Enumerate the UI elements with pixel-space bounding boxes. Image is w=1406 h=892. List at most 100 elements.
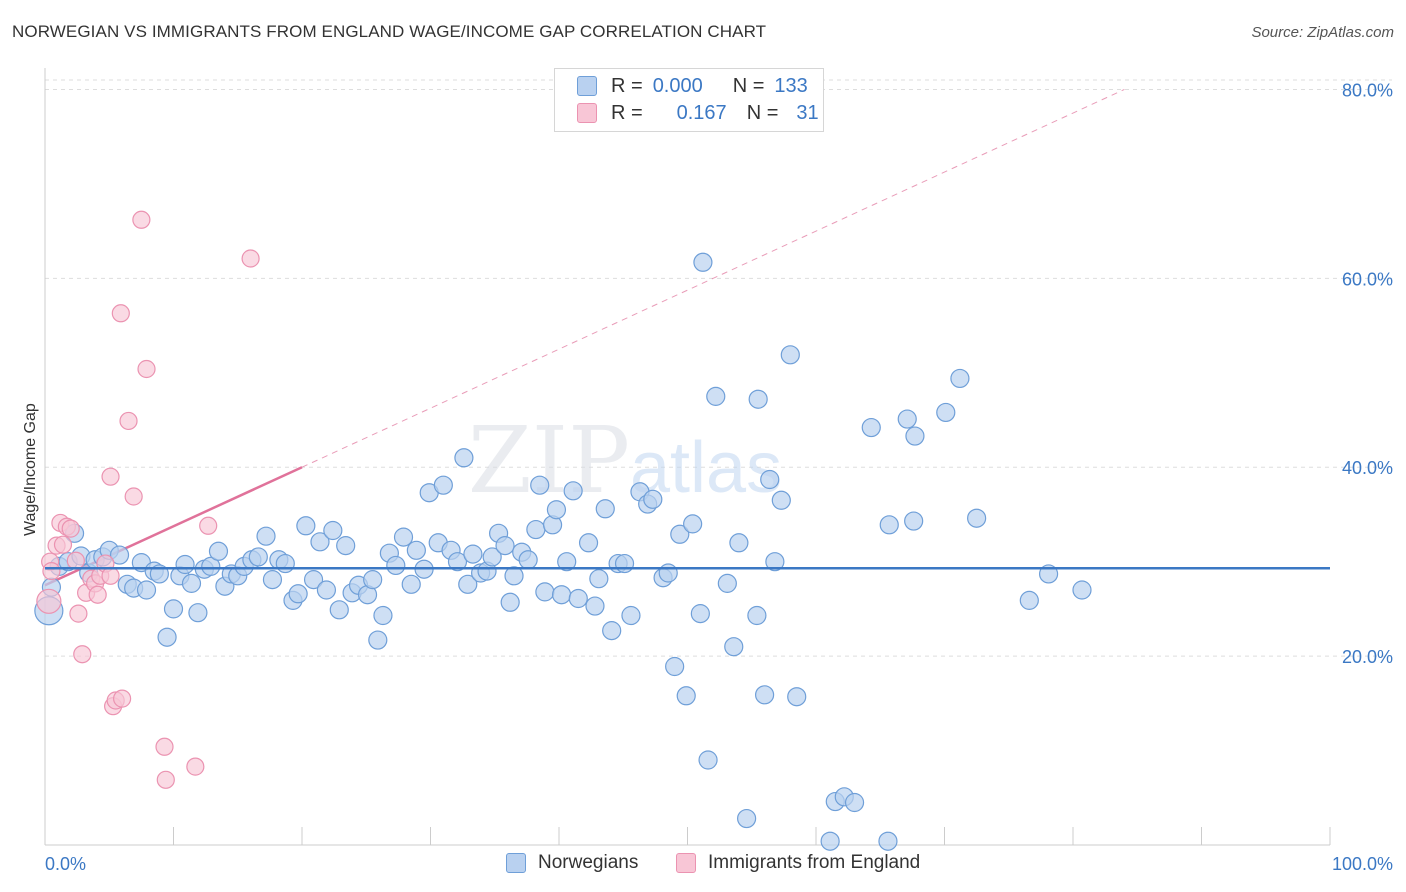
point-norwegians [406,540,426,560]
point-immigrants [132,210,151,229]
point-norwegians [737,808,757,829]
point-norwegians [535,582,555,602]
legend-label-norwegians: Norwegians [538,852,639,873]
point-norwegians [557,552,577,572]
point-norwegians [676,686,696,706]
point-norwegians [1072,580,1092,600]
point-norwegians [683,514,703,534]
point-norwegians [905,426,925,446]
point-norwegians [765,552,785,572]
point-norwegians [157,627,177,647]
r-label: R = [611,101,643,124]
point-norwegians [878,831,898,851]
stats-legend: R = 0.000 N = 133 R = 0.167 N = 31 [554,68,824,132]
point-norwegians [614,553,635,574]
point-norwegians [262,570,283,590]
point-immigrants [155,737,174,756]
point-norwegians [879,515,899,535]
point-norwegians [458,574,478,594]
point-norwegians [188,603,208,623]
point-norwegians [530,475,550,495]
point-immigrants [137,359,156,379]
stats-row-immigrants: R = 0.167 N = 31 [577,100,819,126]
point-norwegians [433,475,453,495]
point-norwegians [658,563,678,583]
point-norwegians [316,580,337,600]
y-tick-label: 20.0% [1342,647,1393,667]
point-norwegians [568,588,588,609]
x-tick-label: 100.0% [1332,854,1393,874]
point-norwegians [368,630,388,650]
point-immigrants [66,551,85,570]
point-norwegians [482,547,502,567]
point-norwegians [336,536,356,556]
point-norwegians [288,584,308,604]
point-norwegians [747,605,767,626]
point-norwegians [526,519,546,540]
point-norwegians [861,417,881,438]
point-immigrants [241,249,260,268]
point-norwegians [748,389,768,409]
points-immigrants [36,210,260,789]
point-norwegians [463,544,483,564]
point-immigrants [101,467,120,486]
point-norwegians [897,409,917,429]
point-norwegians [589,569,609,589]
y-axis-label: Wage/Income Gap [22,403,39,536]
trendline-immigrants-extension [301,88,1125,468]
point-norwegians [724,637,744,657]
point-norwegians [904,511,924,531]
point-immigrants [156,770,175,789]
point-norwegians [844,792,865,813]
legend-item-immigrants[interactable]: Immigrants from England [676,852,920,874]
point-norwegians [518,550,538,570]
swatch-blue [577,76,597,96]
point-norwegians [602,621,622,641]
point-immigrants [88,585,107,604]
point-norwegians [500,592,520,612]
point-immigrants [199,516,218,535]
point-norwegians [136,580,157,600]
point-norwegians [175,554,195,575]
point-norwegians [787,687,807,707]
point-norwegians [393,527,414,547]
legend-label-immigrants: Immigrants from England [708,852,921,873]
point-norwegians [690,604,710,624]
point-immigrants [186,757,205,776]
point-norwegians [256,526,276,546]
x-tick-label: 0.0% [45,854,86,874]
point-norwegians [201,556,221,576]
point-norwegians [401,574,421,594]
watermark: ZIP atlas [468,407,782,514]
point-norwegians [698,750,718,770]
point-norwegians [563,481,583,501]
point-norwegians [936,402,956,423]
point-norwegians [386,555,406,576]
n-value: 31 [796,101,819,124]
y-tick-label: 40.0% [1342,458,1393,478]
point-norwegians [967,508,987,528]
legend-item-norwegians[interactable]: Norwegians [506,852,638,874]
point-immigrants [101,566,120,585]
point-norwegians [163,599,184,619]
point-norwegians [310,532,330,552]
point-immigrants [61,519,80,538]
point-norwegians [275,553,295,574]
point-norwegians [693,252,713,272]
point-norwegians [329,600,349,620]
point-norwegians [771,490,791,510]
watermark-zip: ZIP [468,407,630,514]
point-norwegians [1019,590,1039,610]
point-immigrants [53,535,73,554]
point-norwegians [717,573,737,593]
point-norwegians [578,533,599,553]
y-tick-label: 80.0% [1342,80,1393,100]
stats-row-norwegians: R = 0.000 N = 133 [577,73,808,99]
point-norwegians [665,656,685,677]
point-norwegians [729,533,749,553]
point-norwegians [248,547,268,567]
r-value: 0.167 [676,101,727,124]
point-norwegians [621,605,641,626]
swatch-pink [577,103,597,123]
